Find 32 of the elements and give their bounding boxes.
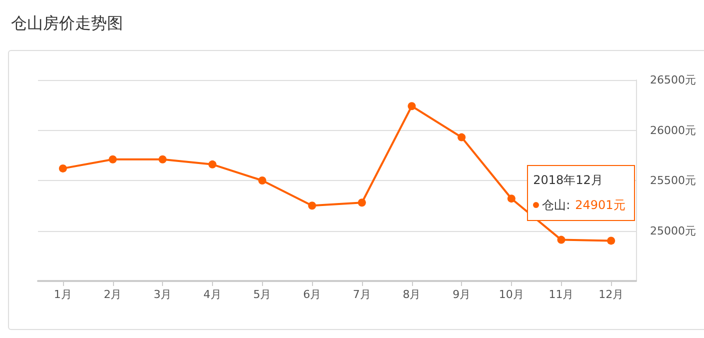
- point: [507, 194, 516, 203]
- x-tick-label: 7月: [352, 288, 371, 301]
- x-tick-label: 10月: [498, 288, 524, 301]
- x-tick-label: 12月: [598, 288, 624, 301]
- y-tick-label: 25000元: [650, 224, 696, 238]
- x-tick-label: 9月: [452, 288, 471, 301]
- point: [308, 202, 316, 210]
- y-tick-label: 25500元: [650, 174, 696, 187]
- y-tick-label: 26000元: [650, 124, 696, 137]
- point: [557, 236, 566, 244]
- x-tick-label: 3月: [154, 288, 172, 301]
- annotation: 24901元: [575, 198, 626, 212]
- point: [607, 236, 616, 245]
- point: [358, 198, 366, 207]
- annotation: 仓山:: [542, 198, 570, 212]
- chart-title: 仓山房价走势图: [11, 14, 123, 32]
- point: [258, 176, 266, 184]
- x-tick-label: 2月: [104, 288, 122, 301]
- point: [108, 155, 117, 164]
- x-tick-label: 8月: [402, 288, 421, 301]
- point: [408, 102, 416, 110]
- point: [58, 164, 67, 172]
- y-tick-label: 26500元: [650, 74, 696, 86]
- point: [208, 160, 216, 168]
- x-tick-label: 4月: [203, 288, 222, 301]
- x-tick-label: 1月: [54, 288, 72, 301]
- x-tick-label: 11月: [548, 288, 574, 301]
- point: [158, 155, 167, 164]
- point: [458, 133, 466, 142]
- annotation: 2018年12月: [533, 172, 604, 189]
- x-tick-label: 5月: [253, 288, 272, 301]
- x-tick-label: 6月: [303, 288, 322, 301]
